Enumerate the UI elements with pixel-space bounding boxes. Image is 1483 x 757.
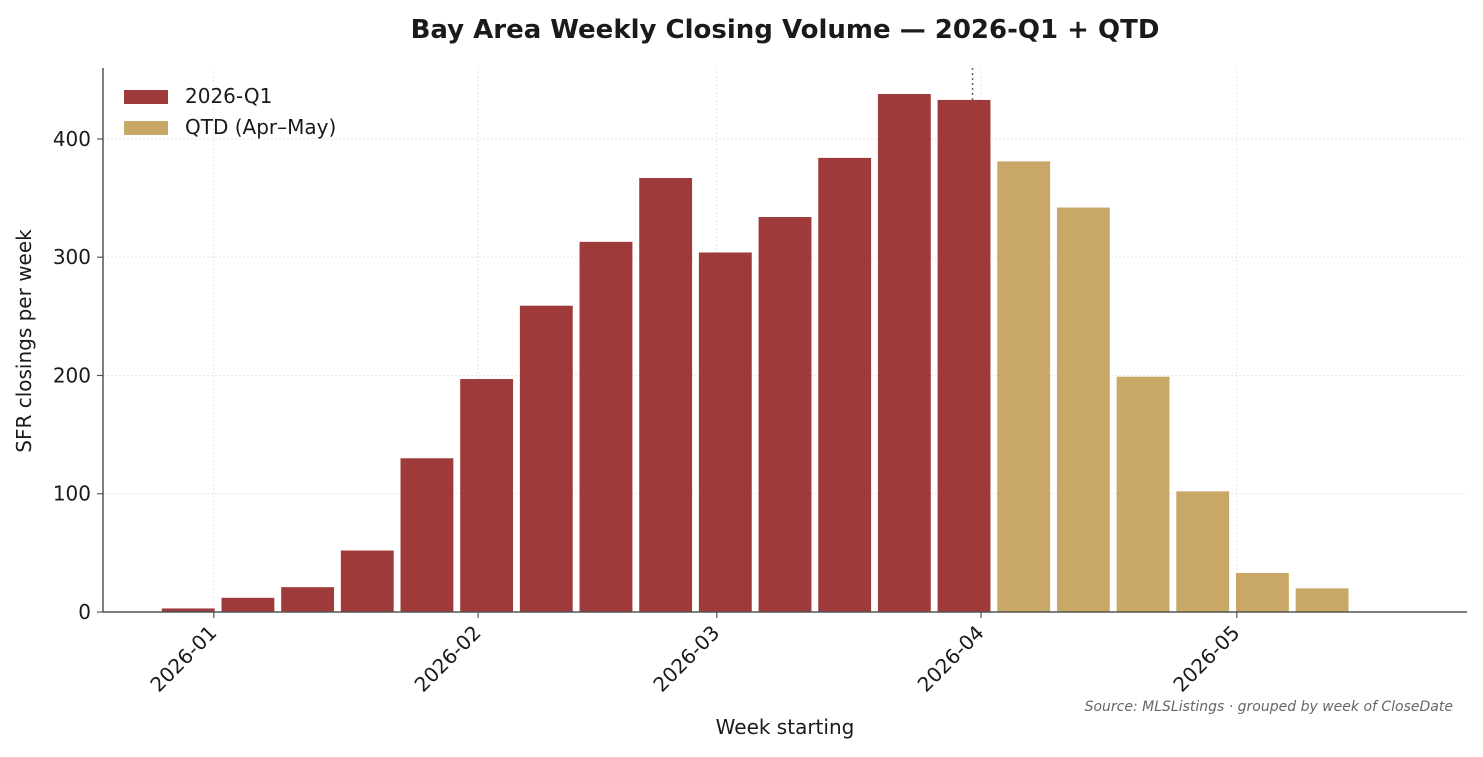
- bar-qtd-2026-04-13: [1056, 207, 1110, 612]
- y-tick-label: 200: [53, 363, 91, 387]
- bar-q1-2026-01-19: [340, 550, 394, 612]
- bar-qtd-2026-05-04: [1235, 572, 1289, 612]
- bar-q1-2025-12-29: [161, 608, 215, 612]
- y-tick-label: 400: [53, 127, 91, 151]
- legend: 2026-Q1 QTD (Apr–May): [124, 84, 336, 139]
- axes: [102, 68, 1467, 613]
- legend-swatch-q1: [124, 90, 168, 104]
- chart-title: Bay Area Weekly Closing Volume — 2026-Q1…: [411, 15, 1160, 45]
- bar-q1-2026-01-05: [221, 597, 275, 612]
- x-tick-label: 2026-03: [648, 621, 724, 697]
- bar-q1-2026-02-09: [519, 305, 573, 612]
- bar-q1-2026-03-09: [758, 217, 812, 612]
- bar-q1-2026-02-23: [639, 177, 693, 612]
- x-axis-label: Week starting: [716, 715, 855, 739]
- bar-q1-2026-03-02: [698, 252, 752, 613]
- x-ticks: 2026-01 2026-02 2026-03 2026-04 2026-05: [145, 612, 1244, 697]
- legend-swatch-qtd: [124, 121, 168, 135]
- y-axis-label: SFR closings per week: [12, 229, 36, 453]
- bar-qtd-2026-05-11: [1295, 588, 1349, 612]
- bars: [161, 94, 1349, 613]
- legend-label-q1: 2026-Q1: [185, 84, 272, 108]
- bar-q1-2026-03-23: [877, 94, 931, 612]
- x-tick-label: 2026-01: [145, 621, 221, 697]
- bar-q1-2026-01-12: [281, 587, 335, 612]
- source-note: Source: MLSListings · grouped by week of…: [1085, 699, 1453, 715]
- bar-q1-2026-01-26: [400, 458, 454, 612]
- y-tick-label: 300: [53, 245, 91, 269]
- bar-qtd-2026-04-06: [997, 161, 1051, 612]
- bar-qtd-2026-04-20: [1116, 376, 1170, 612]
- bar-q1-2026-03-30: [937, 99, 991, 613]
- bar-q1-2026-02-02: [460, 379, 514, 612]
- y-tick-label: 0: [78, 600, 91, 624]
- x-tick-label: 2026-02: [410, 621, 486, 697]
- y-tick-label: 100: [53, 482, 91, 506]
- y-ticks: 0 100 200 300 400: [53, 127, 103, 624]
- bar-qtd-2026-04-27: [1176, 491, 1230, 612]
- bar-q1-2026-03-16: [818, 157, 872, 612]
- legend-label-qtd: QTD (Apr–May): [185, 115, 336, 139]
- bar-q1-2026-02-16: [579, 241, 633, 612]
- x-tick-label: 2026-04: [913, 621, 989, 697]
- x-tick-label: 2026-05: [1168, 621, 1244, 697]
